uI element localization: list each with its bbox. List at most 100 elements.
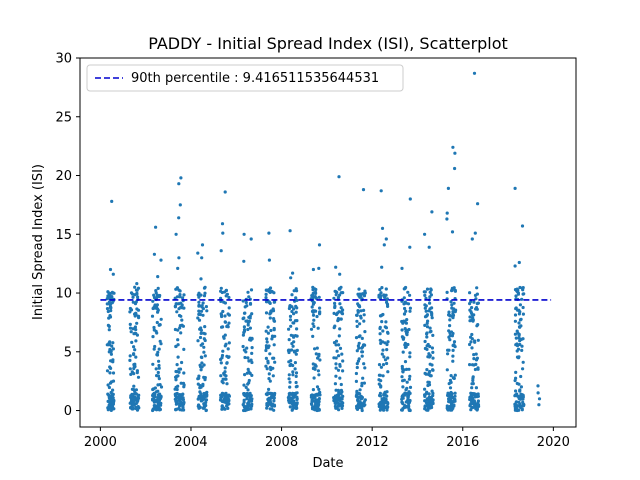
data-point [312,366,316,370]
data-point [291,321,295,325]
data-point [341,359,345,363]
data-point [355,319,359,323]
data-point [474,307,478,311]
data-point [447,348,451,352]
data-point [405,392,409,396]
data-point [268,312,272,316]
data-point [201,342,205,346]
data-point [406,405,410,409]
data-point [197,303,201,307]
data-point [475,407,479,411]
data-point [152,328,156,332]
y-tick-label: 5 [64,345,72,360]
data-point [287,350,291,355]
data-point [268,352,272,356]
data-point [265,402,269,406]
data-point [427,392,431,396]
data-point [111,388,115,392]
data-point [355,313,359,317]
data-point [288,385,292,389]
data-point [135,321,139,325]
data-point [332,356,336,360]
data-point [336,317,340,321]
data-point [247,393,251,397]
data-point [451,310,455,314]
data-point [517,333,521,338]
data-point [287,377,291,381]
data-point [472,357,476,361]
data-point [519,374,523,379]
data-point [470,337,474,341]
data-point [221,325,225,329]
data-point [514,370,518,374]
data-point [380,403,384,407]
data-point [476,366,480,370]
data-point [317,352,321,356]
data-point [130,392,134,396]
data-point [107,350,111,354]
data-point [176,355,180,359]
data-point [107,300,111,304]
data-point [446,186,450,190]
data-point [151,398,155,402]
x-axis: 2000 2004 2008 2012 2016 2020 [84,427,570,450]
data-point [220,405,224,409]
data-point [202,337,206,341]
data-point [111,272,115,276]
data-point [156,393,160,397]
data-point [522,292,526,296]
data-point [381,363,386,367]
data-point [295,298,299,302]
data-point [451,348,455,352]
data-point [136,397,140,401]
data-point [196,382,200,386]
data-point [136,295,140,299]
data-point [379,379,383,383]
data-point [356,310,360,314]
data-point [403,360,408,364]
data-point [156,310,160,314]
data-point [134,406,138,411]
data-point [385,390,389,394]
data-point [334,356,338,360]
data-point [404,309,408,313]
data-point [453,397,457,402]
data-point [223,399,228,403]
data-point [222,336,226,340]
data-point [355,324,359,328]
data-point [288,391,292,395]
data-point [400,408,404,412]
data-point [518,339,522,343]
data-point [470,363,475,367]
data-point [107,341,111,345]
data-point [475,302,479,306]
data-point [520,408,524,412]
data-point [379,365,383,369]
data-point [311,267,315,272]
data-point [341,394,345,398]
data-point [288,363,292,368]
data-point [470,402,474,406]
y-tick-label: 10 [55,287,72,302]
data-point [287,373,291,377]
data-point [157,347,161,351]
data-point [175,295,179,299]
data-point [468,291,472,295]
data-point [428,307,432,311]
data-point [470,386,474,390]
x-tick-label: 2016 [446,435,479,450]
data-point [470,346,474,350]
data-point [264,329,268,333]
data-point [363,366,367,370]
data-point [400,328,404,332]
data-point [429,288,433,292]
data-point [355,365,359,370]
data-point [382,408,386,412]
data-point [219,312,223,316]
data-point [201,406,205,410]
data-point [199,355,203,359]
data-point [223,366,227,370]
data-point [451,145,455,149]
data-point [468,308,472,312]
data-point [452,340,457,344]
